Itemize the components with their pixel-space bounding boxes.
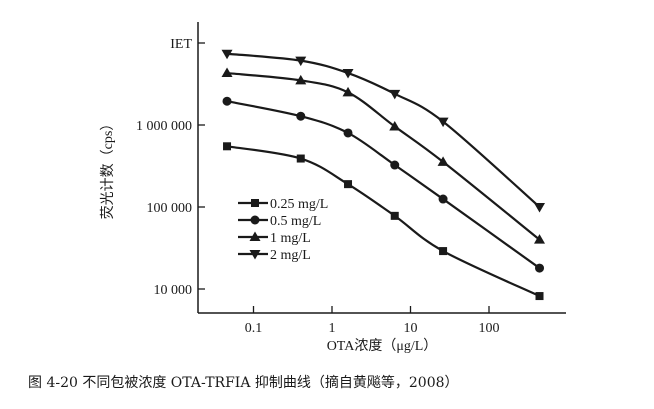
legend-marker (249, 250, 261, 260)
x-tick-label: 1 (329, 321, 336, 336)
data-point (535, 263, 545, 273)
data-point (535, 292, 544, 301)
series-line (226, 145, 540, 298)
series-line (226, 71, 541, 241)
series-2-mg-l (221, 49, 546, 213)
legend-label: 0.5 mg/L (270, 214, 321, 229)
data-point (534, 234, 546, 244)
data-point (389, 120, 401, 131)
legend-label: 0.25 mg/L (270, 197, 328, 212)
data-point (389, 89, 401, 100)
figure-caption: 图 4-20 不同包被浓度 OTA-TRFIA 抑制曲线（摘自黄飚等，2008） (28, 374, 459, 391)
legend-item: 2 mg/L (238, 248, 311, 263)
y-tick-label: 10 000 (154, 283, 193, 298)
data-point (221, 67, 233, 78)
series-0-25-mg-l (223, 142, 544, 301)
x-tick-label: 100 (479, 321, 500, 336)
legend-marker (249, 231, 261, 241)
data-point (344, 180, 353, 189)
data-point (295, 74, 307, 85)
legend-item: 1 mg/L (238, 231, 311, 246)
data-point (437, 156, 449, 166)
data-point (390, 211, 399, 220)
x-tick-label: 10 (404, 321, 418, 336)
legend: 0.25 mg/L 0.5 mg/L 1 mg/L 2 mg/L (238, 197, 328, 263)
axes (197, 22, 566, 314)
y-axis-label: 荧光计数（cps） (99, 117, 116, 220)
legend-label: 2 mg/L (270, 248, 311, 263)
data-point (438, 194, 448, 204)
data-point (222, 96, 232, 106)
y-tick-label: 1 000 000 (136, 119, 192, 134)
legend-item: 0.5 mg/L (238, 214, 321, 229)
legend-marker (250, 215, 260, 225)
y-tick-label: 100 000 (147, 201, 193, 216)
data-point (342, 69, 354, 79)
legend-item: 0.25 mg/L (238, 197, 328, 212)
data-point (437, 117, 449, 128)
legend-label: 1 mg/L (270, 231, 311, 246)
y-tick-label: IET (170, 37, 192, 52)
x-tick-label: 0.1 (245, 321, 263, 336)
legend-marker (251, 199, 259, 207)
data-point (295, 56, 307, 67)
data-point (342, 86, 354, 97)
data-point (296, 111, 306, 121)
series-line (226, 52, 541, 208)
data-point (534, 203, 546, 213)
data-point (223, 142, 232, 151)
x-axis-label: OTA浓度（μg/L） (327, 338, 438, 354)
data-point (390, 160, 400, 170)
series-0-5-mg-l (222, 96, 545, 273)
data-point (439, 247, 448, 256)
series-line (226, 100, 541, 269)
data-point (221, 49, 233, 60)
data-point (296, 154, 305, 163)
data-point (343, 128, 353, 138)
series-1-mg-l (221, 67, 546, 244)
